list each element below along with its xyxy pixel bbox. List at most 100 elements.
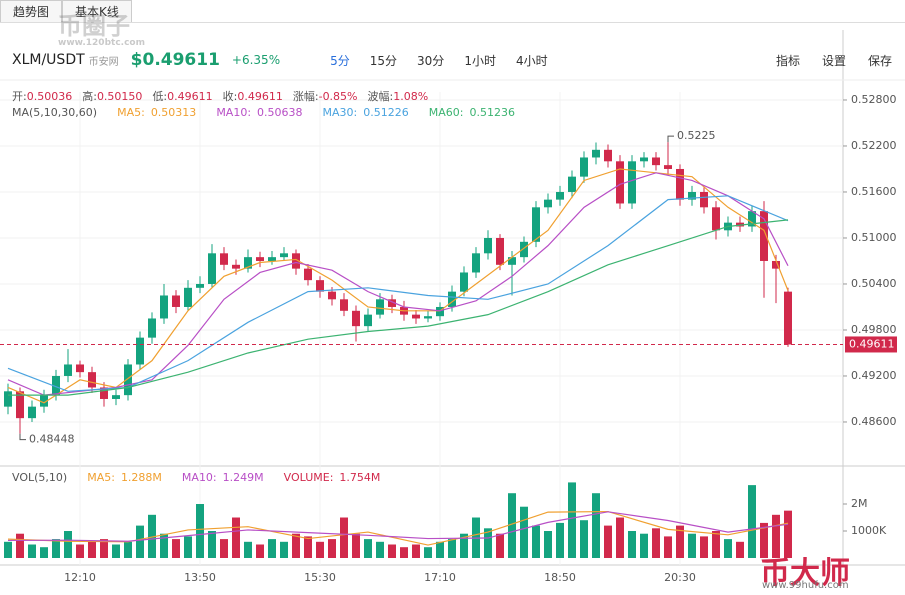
info-label: 低:	[152, 90, 168, 103]
y-tick-label: 0.52200	[851, 139, 897, 152]
info-value: 0.50036	[26, 89, 73, 103]
y-tick-label: 0.49800	[851, 323, 897, 336]
volume-bar	[652, 528, 660, 558]
candle-body	[484, 237, 492, 254]
tool[interactable]: 保存	[867, 53, 892, 68]
volume-bar	[136, 525, 144, 558]
volume-bar	[520, 506, 528, 558]
candle-body	[256, 257, 264, 261]
volume-bar	[484, 528, 492, 558]
candle-body	[604, 149, 612, 162]
candle-body	[172, 295, 180, 307]
volume-bar	[292, 533, 300, 558]
candle-body	[88, 372, 96, 388]
volume-tick-label: 2M	[851, 497, 868, 510]
volume-bar	[244, 541, 252, 558]
candle-body	[64, 364, 72, 376]
info-value: -0.85%	[318, 89, 358, 103]
ma-name: MA5:	[117, 106, 145, 119]
y-tick-label: 0.49200	[851, 369, 897, 382]
y-tick-label: 0.51000	[851, 231, 897, 244]
volume-bar	[748, 485, 756, 558]
ma-line	[7, 168, 789, 404]
info-label: 涨幅:	[292, 90, 319, 103]
candle-body	[148, 318, 156, 338]
candle-body	[16, 391, 24, 419]
volume-bar	[556, 522, 564, 558]
ma-value: 0.50313	[150, 106, 197, 119]
ma-value: 0.50638	[257, 106, 303, 119]
interval[interactable]: 15分	[369, 53, 398, 68]
volume-bar	[76, 544, 84, 558]
candle-body	[652, 157, 660, 166]
low-pointer	[19, 433, 26, 441]
ma-line	[7, 195, 789, 392]
volume-bar	[412, 544, 420, 558]
volume-bar	[256, 544, 264, 558]
interval[interactable]: 5分	[330, 53, 350, 68]
candle-body	[424, 316, 432, 319]
interval[interactable]: 4小时	[515, 53, 548, 68]
candle-body	[544, 199, 552, 208]
vol-ma-value: 1.288M	[120, 471, 162, 484]
volume-bar	[568, 482, 576, 558]
volume-bar	[688, 533, 696, 558]
info-label: 开:	[12, 90, 27, 103]
volume-bar	[16, 533, 24, 558]
exchange: 币安网	[88, 56, 119, 68]
volume-bar	[760, 522, 768, 558]
candle-body	[508, 257, 516, 265]
candle-body	[268, 257, 276, 261]
volume-bar	[160, 533, 168, 558]
high-pointer	[667, 135, 674, 143]
volume-bar	[364, 539, 372, 558]
candle-body	[340, 299, 348, 311]
candle-body	[280, 253, 288, 258]
candle-body	[220, 253, 228, 265]
volume-bar	[712, 531, 720, 558]
candle-body	[772, 260, 780, 269]
candle-body	[76, 364, 84, 373]
info-value: 1.08%	[393, 89, 429, 103]
volume-bar	[196, 504, 204, 558]
candle-body	[532, 207, 540, 242]
ma-value: 0.51236	[469, 106, 515, 119]
volume-legend: VOL(5,10) MA5: 1.288M MA10: 1.249M VOLUME: 1.7…	[12, 471, 386, 484]
price: $0.49611	[130, 50, 220, 70]
x-tick-label: 13:50	[184, 571, 216, 584]
volume-bar	[172, 539, 180, 558]
volume-bar	[208, 531, 216, 558]
tab[interactable]: 趋势图	[0, 0, 63, 22]
tool[interactable]: 指标	[775, 53, 800, 68]
tool[interactable]: 设置	[821, 53, 846, 68]
candle-body	[436, 306, 444, 317]
candle-body	[472, 253, 480, 273]
ma-value: 0.51226	[363, 106, 409, 119]
candle-body	[580, 157, 588, 177]
volume-bar	[496, 533, 504, 558]
header: XLM/USDT 币安网 $0.49611 +6.35% 5分 15分 30分 1小时…	[12, 48, 892, 72]
high-label: 0.5225	[677, 129, 716, 142]
volume-bar	[616, 517, 624, 558]
volume-title: VOL(5,10)	[12, 471, 68, 484]
candle-body	[556, 191, 564, 200]
interval[interactable]: 30分	[417, 53, 445, 68]
candle-body	[568, 176, 576, 192]
candle-body	[364, 314, 372, 327]
volume-bar	[28, 544, 36, 558]
volume-bar	[784, 510, 792, 558]
x-tick-label: 18:50	[544, 571, 576, 584]
ma-line	[7, 511, 789, 542]
y-tick-label: 0.50400	[851, 277, 897, 290]
candle-body	[208, 253, 216, 284]
volume-bar	[220, 539, 228, 558]
volume-bar	[100, 539, 108, 558]
candle-body	[292, 253, 300, 269]
candle-body	[232, 264, 240, 269]
volume-bar	[664, 536, 672, 558]
candle-body	[664, 165, 672, 169]
tab[interactable]: 基本K线	[62, 0, 132, 22]
y-tick-label: 0.48600	[851, 415, 897, 428]
interval[interactable]: 1小时	[464, 53, 496, 68]
